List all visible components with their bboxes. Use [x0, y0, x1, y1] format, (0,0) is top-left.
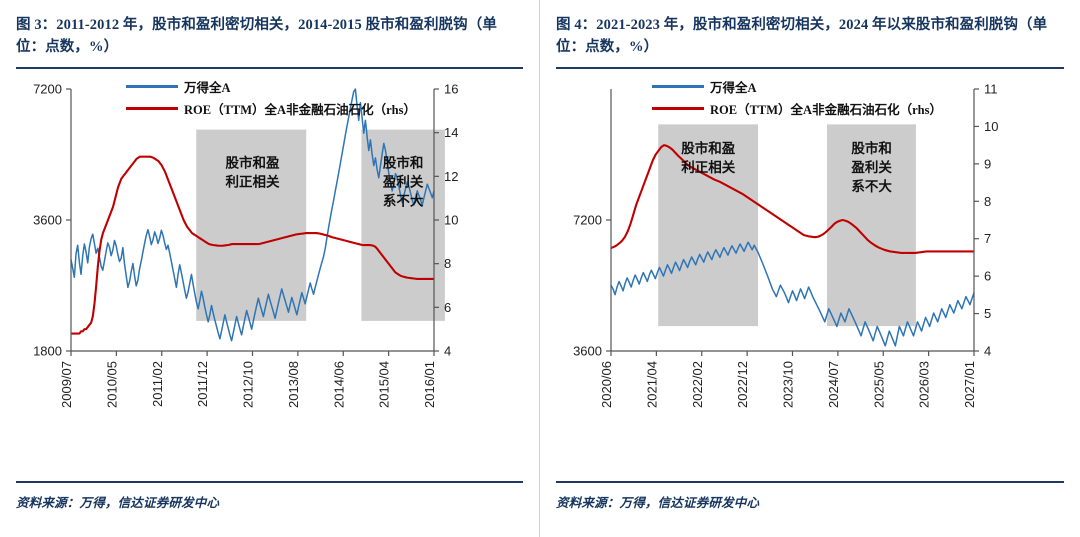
band-annotation-line: 利正相关: [226, 174, 280, 190]
x-axis-tick-label: 2020/06: [599, 361, 614, 408]
x-axis-tick-label: 2022/02: [690, 361, 705, 408]
footer-divider: [16, 481, 523, 483]
page-title: 图 4：2021-2023 年，股市和盈利密切相关，2024 年以来股市和盈利脱…: [556, 17, 1048, 56]
y2-axis-tick-label: 16: [444, 81, 458, 96]
y-axis-tick-label: 3600: [573, 343, 602, 358]
x-axis-tick-label: 2013/08: [286, 361, 301, 408]
y2-axis-tick-label: 10: [984, 119, 998, 134]
band-annotation-line: 利正相关: [681, 159, 735, 175]
x-axis-tick-label: 2010/05: [104, 361, 119, 408]
y-axis-tick-label: 1800: [33, 343, 62, 358]
x-axis-tick-label: 2026/03: [917, 361, 932, 408]
panel-footer-3: 资料来源：万得，信达证券研发中心: [16, 481, 523, 511]
y2-axis-tick-label: 8: [984, 194, 991, 209]
y2-axis-tick-label: 6: [444, 300, 451, 315]
x-axis-tick-label: 2022/12: [735, 361, 750, 408]
y2-axis-tick-label: 10: [444, 212, 458, 227]
chart-legend-3: 万得全A ROE（TTM）全A非金融石油石化（rhs）: [126, 77, 416, 118]
source-note: 资料来源：万得，信达证券研发中心: [16, 496, 220, 510]
legend-label: 万得全A: [184, 80, 231, 95]
y2-axis-tick-label: 4: [984, 343, 991, 358]
chart-area-3: 万得全A ROE（TTM）全A非金融石油石化（rhs） 1800 3600 7200…: [16, 71, 524, 426]
page-title: 图 3：2011-2012 年，股市和盈利密切相关，2014-2015 股市和盈…: [16, 17, 497, 56]
chart-legend-4: 万得全A ROE（TTM）全A非金融石油石化（rhs）: [652, 77, 942, 118]
figure-panel-4: 图 4：2021-2023 年，股市和盈利密切相关，2024 年以来股市和盈利脱…: [540, 0, 1080, 537]
legend-item-roe: ROE（TTM）全A非金融石油石化（rhs）: [652, 99, 942, 118]
legend-label: 万得全A: [710, 80, 757, 95]
legend-swatch-blue-icon: [652, 84, 704, 88]
legend-swatch-red-icon: [126, 106, 178, 110]
panel-footer-4: 资料来源：万得，信达证券研发中心: [556, 481, 1064, 511]
legend-swatch-red-icon: [652, 106, 704, 110]
x-axis-tick-label: 2027/01: [962, 361, 977, 408]
x-axis-tick-label: 2014/06: [331, 361, 346, 408]
line-chart-3: 1800 3600 7200 4 6 8 10 12 14 16 2009/07 2010/05 201…: [33, 81, 458, 408]
x-axis-tick-label: 2009/07: [59, 361, 74, 408]
y2-axis-tick-label: 12: [444, 169, 458, 184]
legend-item-wind-all-a: 万得全A: [126, 77, 416, 96]
band-annotation-line: 股市和盈: [681, 140, 735, 156]
y-axis-tick-label: 3600: [33, 212, 62, 227]
y2-axis-tick-label: 8: [444, 256, 451, 271]
x-axis-tick-label: 2016/01: [422, 361, 437, 408]
x-axis-tick-label: 2011/12: [195, 361, 210, 407]
y-axis-tick-label: 7200: [573, 212, 602, 227]
x-axis-tick-label: 2015/04: [377, 361, 392, 408]
y2-axis-tick-label: 7: [984, 231, 991, 246]
y2-axis-tick-label: 4: [444, 343, 451, 358]
x-axis-tick-label: 2021/04: [644, 361, 659, 408]
band-annotation-line: 股市和盈: [226, 155, 280, 171]
x-axis-tick-label: 2024/07: [826, 361, 841, 408]
y2-axis-tick-label: 5: [984, 306, 991, 321]
y2-axis-tick-label: 9: [984, 156, 991, 171]
chart-area-4: 万得全A ROE（TTM）全A非金融石油石化（rhs） 3600 7200 4 5 6 7…: [556, 71, 1064, 426]
title-divider: [16, 66, 523, 69]
y2-axis-tick-label: 11: [984, 81, 998, 96]
footer-divider: [556, 481, 1064, 483]
y2-axis-tick-label: 14: [444, 125, 458, 140]
band-annotation-line: 系不大: [851, 178, 892, 194]
x-axis-tick-label: 2012/10: [241, 361, 256, 408]
legend-item-wind-all-a: 万得全A: [652, 77, 942, 96]
legend-label: ROE（TTM）全A非金融石油石化（rhs）: [710, 102, 942, 117]
x-axis-tick-label: 2025/05: [871, 361, 886, 408]
title-divider: [556, 66, 1064, 69]
y2-axis-tick-label: 6: [984, 269, 991, 284]
legend-swatch-blue-icon: [126, 84, 178, 88]
y-axis-tick-label: 7200: [33, 81, 62, 96]
band-annotation-line: 盈利关: [382, 174, 424, 190]
band-annotation-line: 系不大: [383, 193, 424, 209]
band-annotation-line: 股市和: [383, 155, 424, 171]
figure-panel-3: 图 3：2011-2012 年，股市和盈利密切相关，2014-2015 股市和盈…: [16, 0, 540, 537]
x-axis-tick-label: 2011/02: [150, 361, 165, 407]
band-annotation-line: 股市和: [851, 140, 892, 156]
band-annotation-line: 盈利关: [850, 159, 892, 175]
source-note: 资料来源：万得，信达证券研发中心: [556, 496, 760, 510]
legend-label: ROE（TTM）全A非金融石油石化（rhs）: [184, 102, 416, 117]
legend-item-roe: ROE（TTM）全A非金融石油石化（rhs）: [126, 99, 416, 118]
x-axis-tick-label: 2023/10: [781, 361, 796, 408]
line-chart-4: 3600 7200 4 5 6 7 8 9 10 11 2020/06 2021/04 2022/02 2…: [573, 81, 998, 408]
